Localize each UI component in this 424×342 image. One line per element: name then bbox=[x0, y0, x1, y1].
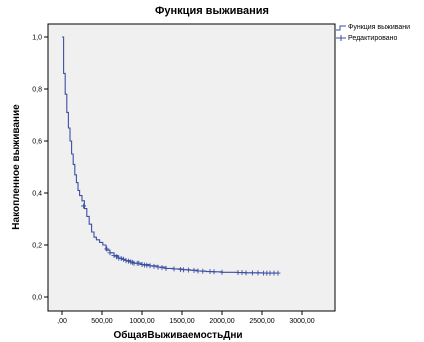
x-tick-label: 1500,00 bbox=[169, 318, 194, 325]
censored-mark bbox=[163, 265, 169, 271]
censored-mark bbox=[81, 203, 87, 209]
y-tick-label: 0,0 bbox=[32, 295, 42, 302]
y-tick-label: 0,2 bbox=[32, 243, 42, 250]
censored-mark bbox=[211, 269, 217, 275]
chart-title: Функция выживания bbox=[155, 5, 269, 17]
censored-mark bbox=[155, 264, 161, 270]
censored-mark bbox=[125, 258, 131, 264]
legend-step-line-icon bbox=[336, 25, 346, 31]
censored-mark bbox=[249, 270, 255, 276]
censored-mark bbox=[107, 250, 113, 256]
censored-mark bbox=[243, 270, 249, 276]
censored-mark bbox=[136, 260, 142, 266]
x-tick-label: 3000,00 bbox=[289, 318, 314, 325]
censored-mark bbox=[185, 267, 191, 273]
censored-mark bbox=[144, 262, 150, 268]
legend-label-survival: Функция выживани bbox=[348, 24, 410, 31]
x-tick-label: ,00 bbox=[57, 318, 67, 325]
legend-label-censored: Редактировано bbox=[348, 35, 398, 42]
x-tick-label: 1000,00 bbox=[129, 318, 154, 325]
censored-mark bbox=[104, 246, 110, 252]
censored-mark bbox=[219, 269, 225, 275]
censored-mark bbox=[139, 262, 145, 267]
plot-area bbox=[47, 23, 336, 312]
censored-mark bbox=[275, 270, 281, 276]
x-tick-label: 2500,00 bbox=[249, 318, 274, 325]
x-axis-title: ОбщаяВыживаемостьДни bbox=[113, 329, 242, 341]
y-tick-label: 0,4 bbox=[32, 191, 42, 198]
censored-mark bbox=[159, 265, 165, 271]
x-tick-label: 2000,00 bbox=[209, 318, 234, 325]
censored-mark bbox=[116, 255, 122, 261]
censored-mark bbox=[181, 267, 187, 273]
y-axis: 0,0 0,2 0,4 0,6 0,8 1,0 bbox=[32, 35, 48, 302]
legend: Функция выживани Редактировано bbox=[336, 24, 410, 42]
legend-entry-survival: Функция выживани bbox=[336, 24, 410, 31]
censored-mark bbox=[195, 268, 201, 274]
x-tick-label: 500,00 bbox=[91, 318, 113, 325]
censored-mark bbox=[200, 268, 206, 274]
censored-mark bbox=[151, 263, 157, 269]
y-tick-label: 0,6 bbox=[32, 139, 42, 146]
legend-plus-icon bbox=[336, 35, 346, 41]
legend-entry-censored: Редактировано bbox=[336, 35, 398, 42]
censored-mark bbox=[123, 258, 129, 264]
censored-mark bbox=[171, 266, 177, 272]
y-tick-label: 1,0 bbox=[32, 35, 42, 42]
y-axis-title: Накопленное выживание bbox=[11, 104, 22, 230]
censored-mark bbox=[147, 263, 153, 269]
censored-mark bbox=[255, 270, 261, 276]
y-tick-label: 0,8 bbox=[32, 87, 42, 94]
x-axis: ,00 500,00 1000,00 1500,00 2000,00 2500,00 300… bbox=[57, 311, 315, 325]
censored-mark bbox=[191, 267, 197, 273]
censored-mark bbox=[118, 256, 124, 262]
censored-marks bbox=[81, 203, 281, 276]
